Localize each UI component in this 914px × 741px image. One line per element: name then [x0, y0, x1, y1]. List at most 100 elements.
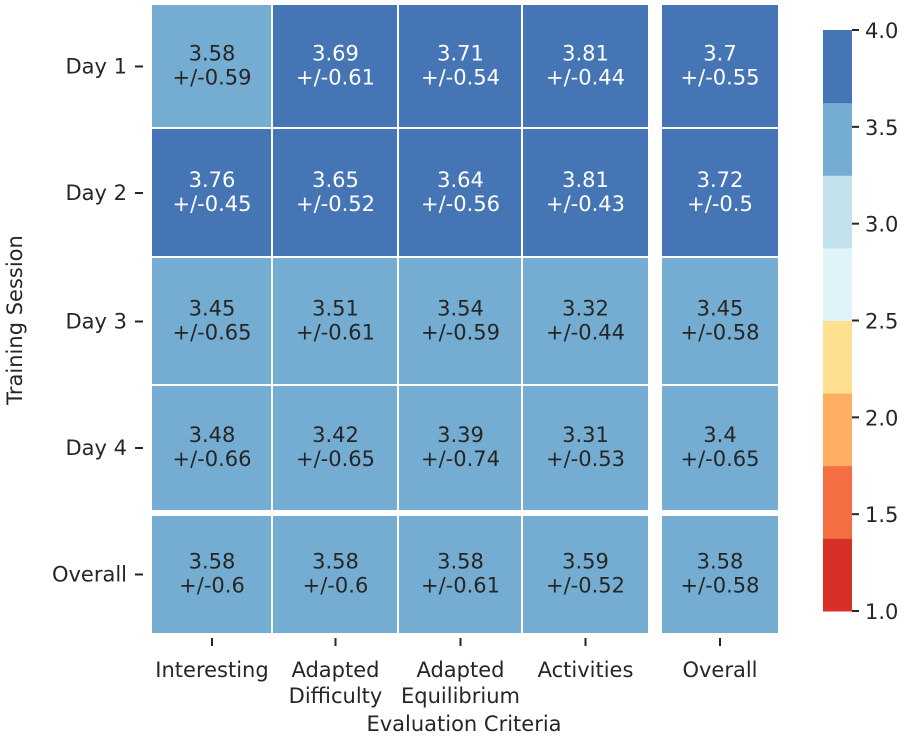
heatmap-cell — [152, 129, 272, 257]
cell-error-label: +/-0.43 — [546, 192, 625, 216]
heatmap-cell — [152, 5, 272, 128]
cell-value-label: 3.54 — [437, 297, 484, 321]
heatmap-cell — [523, 5, 648, 128]
cell-error-label: +/-0.6 — [179, 574, 245, 598]
cell-value-label: 3.48 — [189, 423, 236, 447]
cell-error-label: +/-0.44 — [546, 66, 625, 90]
cell-error-label: +/-0.74 — [421, 447, 500, 471]
colorbar-tick-label: 3.0 — [865, 213, 898, 237]
colorbar-tick-label: 2.0 — [865, 406, 898, 430]
cell-value-label: 3.7 — [703, 42, 736, 66]
cell-value-label: 3.81 — [562, 168, 609, 192]
heatmap-cell — [273, 258, 398, 385]
cell-error-label: +/-0.54 — [421, 66, 500, 90]
cell-error-label: +/-0.59 — [172, 66, 251, 90]
cell-value-label: 3.71 — [437, 42, 484, 66]
cell-value-label: 3.64 — [437, 168, 484, 192]
y-tick-label: Day 1 — [65, 55, 127, 79]
cell-value-label: 3.51 — [312, 297, 359, 321]
cell-error-label: +/-0.56 — [421, 192, 500, 216]
heatmap-cell — [399, 258, 522, 385]
x-tick-label: Overall — [682, 658, 757, 682]
cell-error-label: +/-0.6 — [303, 574, 369, 598]
heatmap-cell — [662, 386, 778, 510]
x-tick-label: Activities — [538, 658, 634, 682]
colorbar-bin — [823, 538, 852, 612]
heatmap-cell — [152, 386, 272, 510]
cell-value-label: 3.69 — [312, 42, 359, 66]
colorbar-tick-label: 2.5 — [865, 310, 898, 334]
overall-row-separator — [152, 510, 778, 516]
y-tick-label: Day 2 — [65, 181, 127, 205]
cell-value-label: 3.58 — [697, 550, 744, 574]
y-tick-label: Overall — [52, 563, 127, 587]
cell-value-label: 3.65 — [312, 168, 359, 192]
cell-value-label: 3.42 — [312, 423, 359, 447]
cell-value-label: 3.45 — [189, 297, 236, 321]
heatmap-cell — [523, 129, 648, 257]
y-tick-label: Day 3 — [65, 310, 127, 334]
heatmap-cell — [662, 129, 778, 257]
heatmap-cell — [399, 129, 522, 257]
cell-value-label: 3.39 — [437, 423, 484, 447]
cell-value-label: 3.59 — [562, 550, 609, 574]
cell-error-label: +/-0.45 — [172, 192, 251, 216]
cell-value-label: 3.58 — [189, 42, 236, 66]
cell-error-label: +/-0.58 — [680, 321, 759, 345]
cell-error-label: +/-0.61 — [296, 66, 375, 90]
colorbar-bin — [823, 102, 852, 176]
heatmap-cell — [273, 386, 398, 510]
heatmap-cell — [399, 5, 522, 128]
heatmap-cell — [399, 386, 522, 510]
cell-value-label: 3.81 — [562, 42, 609, 66]
cell-value-label: 3.45 — [697, 297, 744, 321]
overall-column-separator — [648, 5, 662, 633]
colorbar: 1.0 1.5 2.0 2.5 3.0 3.5 4.0 — [823, 19, 898, 624]
y-tick-label: Day 4 — [65, 436, 127, 460]
cell-value-label: 3.72 — [697, 168, 744, 192]
cell-value-label: 3.4 — [703, 423, 736, 447]
heatmap-cell — [523, 516, 648, 633]
cell-value-label: 3.76 — [189, 168, 236, 192]
colorbar-bin — [823, 465, 852, 539]
cell-error-label: +/-0.65 — [172, 321, 251, 345]
x-tick-label: Adapted Difficulty — [289, 658, 383, 708]
colorbar-bin — [823, 175, 852, 249]
heatmap-cell — [399, 516, 522, 633]
cell-error-label: +/-0.5 — [687, 192, 753, 216]
cell-value-label: 3.32 — [562, 297, 609, 321]
cell-value-label: 3.58 — [189, 550, 236, 574]
cell-error-label: +/-0.61 — [421, 574, 500, 598]
colorbar-bin — [823, 30, 852, 104]
x-tick-label: Adapted Equilibrium — [401, 658, 520, 708]
heatmap-cell — [523, 386, 648, 510]
cell-error-label: +/-0.53 — [546, 447, 625, 471]
cell-error-label: +/-0.58 — [680, 574, 759, 598]
cell-error-label: +/-0.65 — [296, 447, 375, 471]
cell-error-label: +/-0.44 — [546, 321, 625, 345]
cell-error-label: +/-0.59 — [421, 321, 500, 345]
x-axis-title: Evaluation Criteria — [366, 712, 561, 736]
cell-error-label: +/-0.61 — [296, 321, 375, 345]
colorbar-tick-label: 1.0 — [865, 600, 898, 624]
x-axis: Interesting Adapted Difficulty Adapted Equil… — [155, 638, 758, 708]
heatmap-cell — [273, 516, 398, 633]
cell-error-label: +/-0.66 — [172, 447, 251, 471]
heatmap-cells — [152, 5, 778, 633]
y-axis-title: Training Session — [3, 235, 27, 406]
heatmap-cell — [523, 258, 648, 385]
heatmap-cell — [662, 258, 778, 385]
heatmap-cell — [152, 258, 272, 385]
heatmap-cell — [273, 5, 398, 128]
heatmap-cell — [662, 5, 778, 128]
colorbar-tick-label: 3.5 — [865, 116, 898, 140]
cell-value-label: 3.31 — [562, 423, 609, 447]
heatmap-cell — [152, 516, 272, 633]
cell-error-label: +/-0.52 — [296, 192, 375, 216]
colorbar-tick-label: 1.5 — [865, 503, 898, 527]
heatmap-cell — [662, 516, 778, 633]
heatmap-cell-labels: 3.58+/-0.593.69+/-0.613.71+/-0.543.81+/-… — [172, 42, 759, 598]
cell-error-label: +/-0.65 — [680, 447, 759, 471]
cell-value-label: 3.58 — [312, 550, 359, 574]
